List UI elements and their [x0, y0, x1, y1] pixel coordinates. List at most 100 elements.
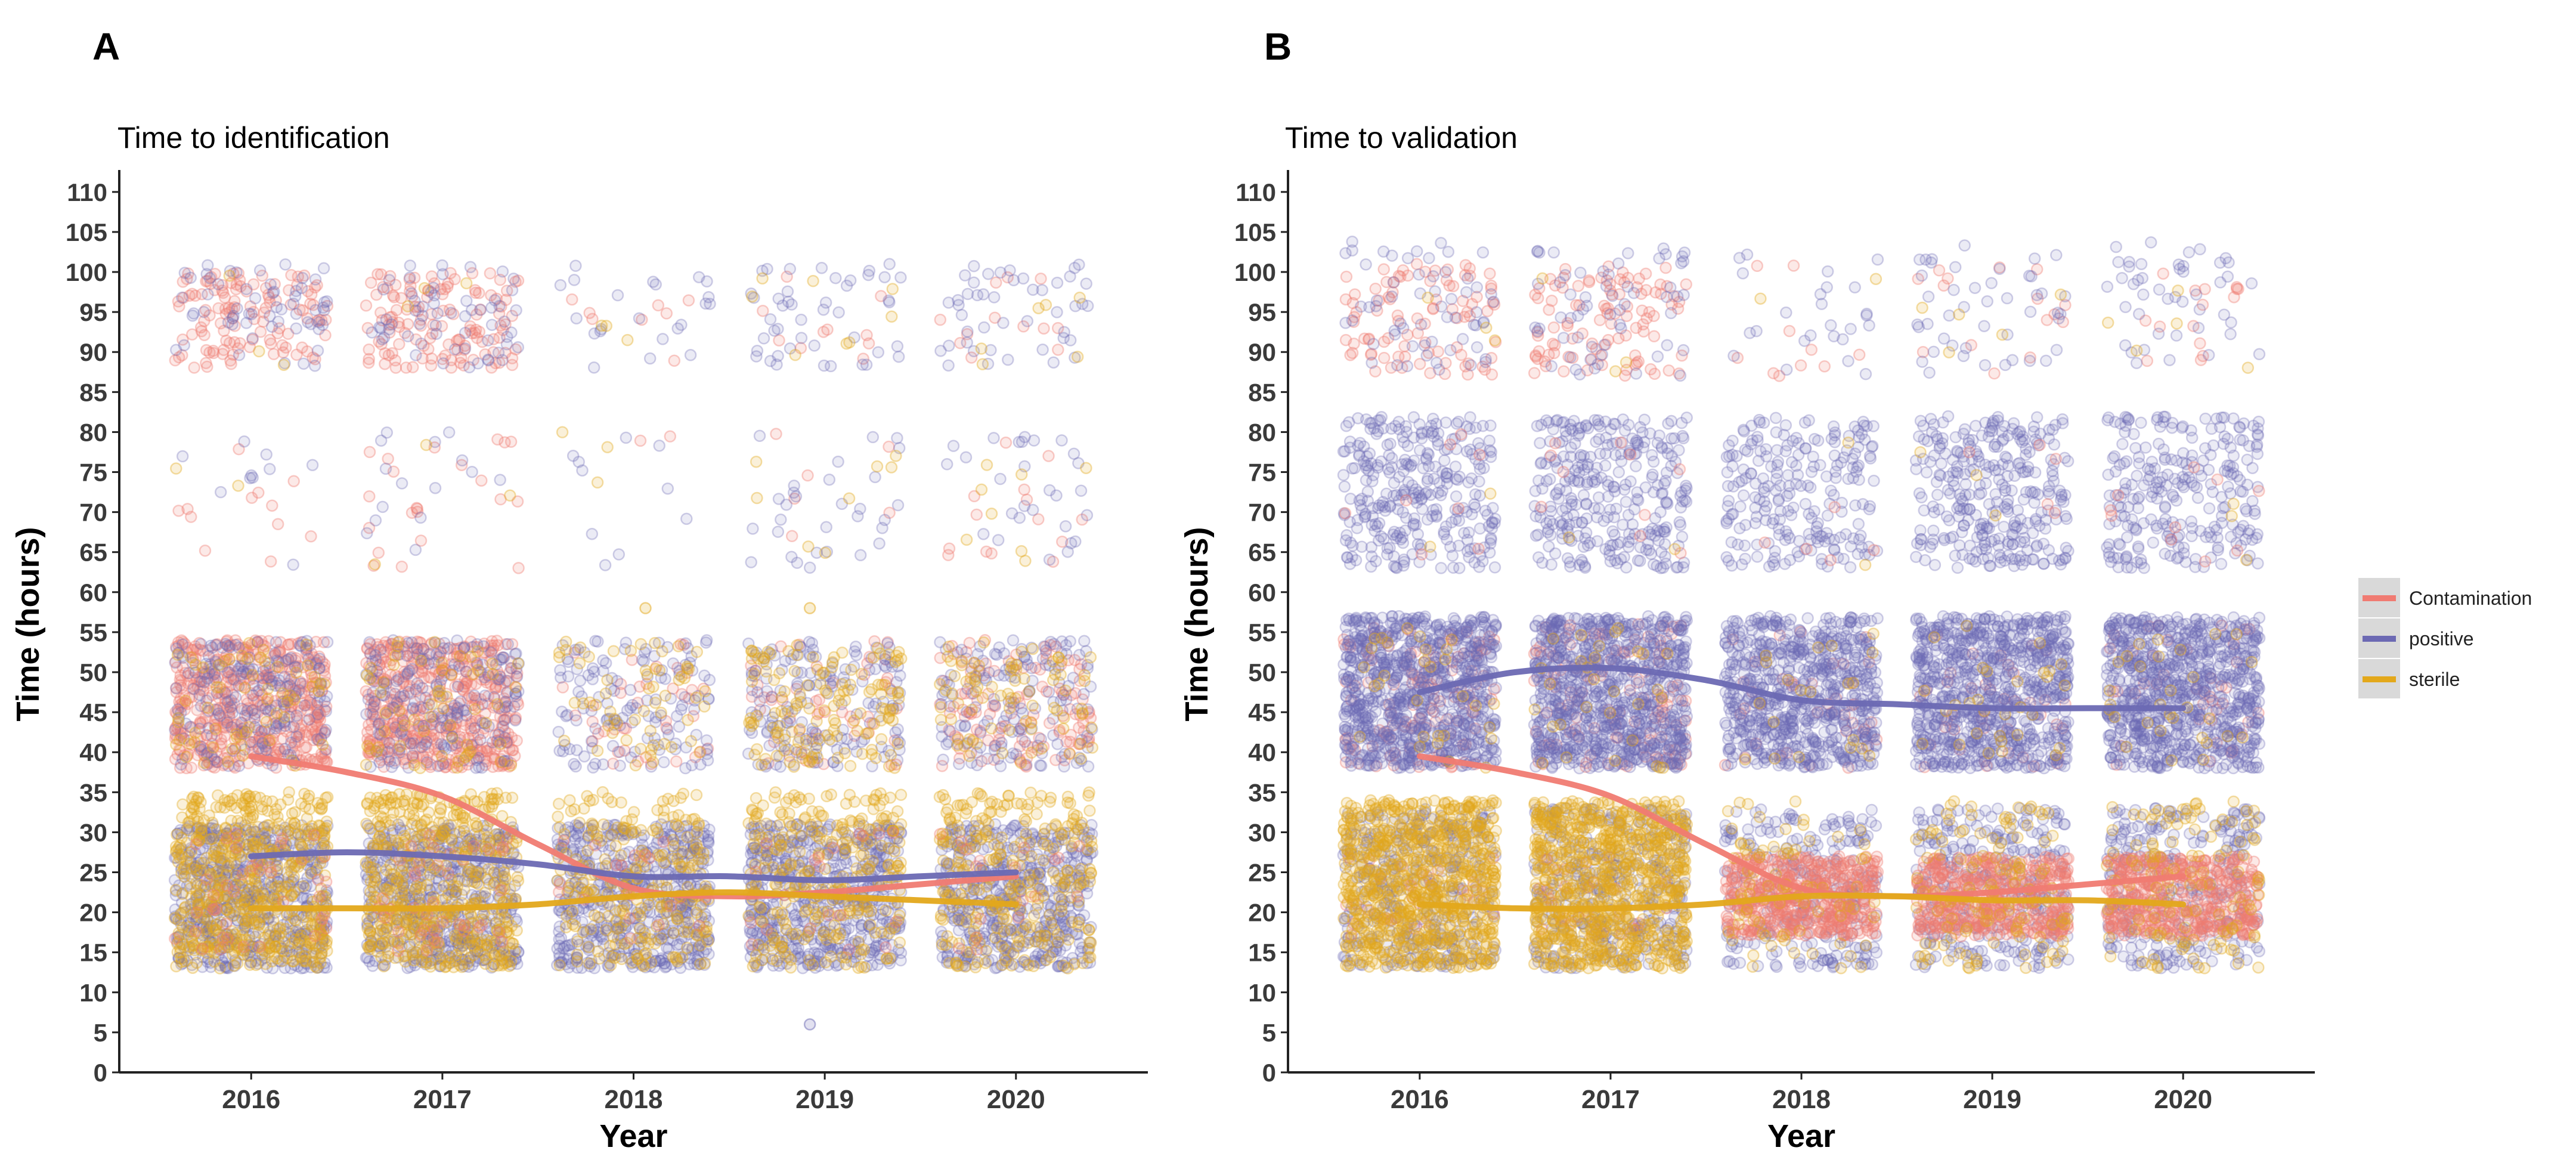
point-sterile-2016 — [189, 726, 202, 740]
point-sterile-2018 — [685, 735, 698, 747]
point-positive-2019 — [832, 455, 844, 468]
point-sterile-2017 — [363, 673, 376, 686]
point-sterile-2017 — [509, 681, 522, 694]
point-sterile-2016 — [210, 681, 223, 694]
point-positive-2018 — [562, 670, 575, 683]
point-sterile-2019 — [828, 723, 840, 737]
point-positive-2019 — [891, 340, 904, 352]
point-contamination-2018 — [556, 681, 569, 694]
point-positive-2019 — [795, 313, 807, 326]
point-contamination-2020 — [1035, 273, 1047, 285]
point-positive-2017 — [496, 354, 509, 366]
point-sterile-2019 — [836, 646, 849, 659]
point-positive-2016 — [233, 348, 246, 361]
point-contamination-2017 — [484, 267, 497, 280]
point-positive-2020 — [937, 753, 949, 766]
point-contamination-2016 — [280, 341, 292, 354]
point-positive-2020 — [1064, 334, 1077, 347]
point-contamination-2016 — [281, 327, 295, 340]
point-positive-2017 — [497, 651, 510, 664]
point-positive-2017 — [432, 760, 444, 772]
point-positive-2020 — [994, 472, 1007, 485]
point-contamination-2016 — [183, 289, 196, 302]
point-positive-2016 — [170, 344, 182, 356]
point-positive-2019 — [775, 513, 787, 526]
point-contamination-2016 — [296, 341, 308, 354]
point-positive-2016 — [290, 730, 303, 743]
point-positive-2016 — [270, 636, 283, 648]
point-positive-2018 — [704, 298, 716, 310]
point-sterile-2019 — [775, 705, 788, 718]
point-contamination-2017 — [389, 361, 402, 374]
point-sterile-2018 — [675, 670, 688, 683]
point-positive-2020 — [1081, 299, 1094, 313]
point-positive-2020 — [1051, 276, 1064, 289]
point-contamination-2020 — [1052, 344, 1064, 356]
point-positive-2019 — [764, 313, 777, 326]
point-sterile-2019 — [875, 733, 888, 746]
point-positive-2018 — [569, 760, 582, 773]
point-positive-2017 — [441, 642, 454, 655]
point-contamination-2016 — [259, 302, 272, 314]
point-sterile-2020 — [1074, 737, 1087, 750]
point-contamination-2017 — [506, 358, 519, 372]
point-sterile-2020 — [942, 650, 954, 663]
point-positive-2016 — [309, 273, 322, 286]
point-contamination-2019 — [770, 428, 782, 440]
point-positive-2018 — [599, 559, 612, 571]
point-positive-2017 — [512, 341, 525, 354]
point-sterile-2019 — [791, 639, 803, 652]
point-sterile-2020 — [960, 533, 973, 546]
point-sterile-2020 — [939, 684, 952, 697]
point-sterile-2016 — [232, 480, 244, 492]
point-contamination-2016 — [246, 491, 258, 504]
point-positive-2017 — [510, 647, 522, 660]
point-contamination-2017 — [363, 343, 375, 356]
point-positive-2019 — [788, 480, 800, 492]
point-contamination-2016 — [209, 268, 221, 280]
point-positive-2020 — [1058, 760, 1070, 773]
point-positive-2018 — [653, 440, 665, 452]
point-sterile-2016 — [197, 661, 209, 673]
point-positive-2019 — [764, 355, 777, 367]
point-positive-2019 — [751, 344, 764, 357]
point-positive-2018 — [675, 318, 688, 331]
point-contamination-2016 — [264, 555, 277, 568]
point-sterile-2019 — [871, 460, 884, 473]
point-positive-2016 — [209, 638, 222, 651]
point-positive-2016 — [214, 485, 227, 499]
point-positive-2020 — [1055, 635, 1069, 648]
point-sterile-2019 — [844, 759, 857, 772]
point-positive-2020 — [997, 317, 1010, 329]
point-sterile-2020 — [934, 701, 947, 714]
point-positive-2016 — [311, 344, 324, 357]
point-positive-2020 — [987, 291, 1001, 304]
point-positive-2016 — [290, 322, 302, 335]
point-positive-2018 — [589, 635, 602, 647]
point-sterile-2017 — [392, 636, 404, 649]
point-positive-2018 — [661, 482, 674, 495]
point-sterile-2018 — [573, 657, 586, 670]
point-sterile-2016 — [170, 462, 182, 475]
point-positive-2017 — [428, 297, 441, 310]
point-sterile-2019 — [818, 704, 831, 717]
point-contamination-2018 — [634, 434, 647, 447]
point-sterile-2016 — [207, 741, 219, 754]
point-sterile-2016 — [236, 650, 249, 662]
point-positive-2020 — [1002, 353, 1014, 366]
point-positive-2019 — [803, 561, 816, 574]
point-positive-2017 — [389, 687, 401, 700]
point-contamination-2016 — [264, 333, 276, 347]
point-positive-2017 — [506, 284, 519, 296]
point-contamination-2017 — [379, 357, 391, 370]
point-positive-2017 — [482, 353, 494, 366]
point-positive-2019 — [745, 556, 757, 568]
point-contamination-2017 — [395, 560, 408, 573]
point-sterile-2020 — [986, 681, 998, 693]
point-positive-2020 — [952, 757, 965, 771]
point-positive-2018 — [684, 349, 697, 361]
point-positive-2020 — [967, 276, 980, 289]
panel-label: A — [92, 25, 120, 68]
point-positive-2020 — [1080, 277, 1092, 290]
